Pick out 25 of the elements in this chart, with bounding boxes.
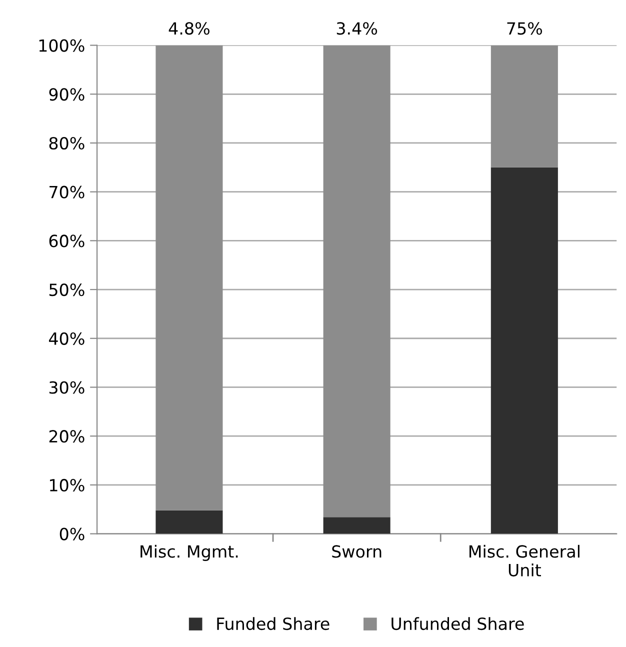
x-tick-label: Sworn (332, 545, 382, 558)
y-tick-label: 20% (49, 430, 84, 443)
bar (490, 45, 558, 168)
y-tick-label: 30% (49, 381, 84, 394)
y-tick-label: 10% (50, 478, 84, 492)
y-tick-label: 100% (39, 39, 84, 52)
y-tick-label: 50% (49, 283, 84, 296)
y-tick-label: 70% (50, 186, 84, 198)
bar (323, 517, 390, 534)
x-tick-label: Misc. Mgmt. (140, 544, 238, 562)
bar (156, 510, 223, 534)
legend-label: Funded Share (217, 617, 330, 630)
text: 4.8% (168, 22, 210, 35)
bar (156, 45, 223, 510)
y-tick-label: 0% (60, 528, 84, 540)
y-tick-label: 60% (49, 234, 84, 248)
bar (490, 167, 558, 534)
bar (323, 45, 390, 518)
legend-label: Unfunded Share (392, 617, 524, 630)
text: 75% (507, 22, 542, 35)
y-tick-label: 40% (48, 332, 84, 345)
x-tick-label: Misc. General Unit (469, 544, 580, 576)
y-tick-label: 90% (49, 88, 84, 101)
y-tick-label: 80% (49, 136, 84, 150)
text: 3.4% (336, 22, 378, 35)
